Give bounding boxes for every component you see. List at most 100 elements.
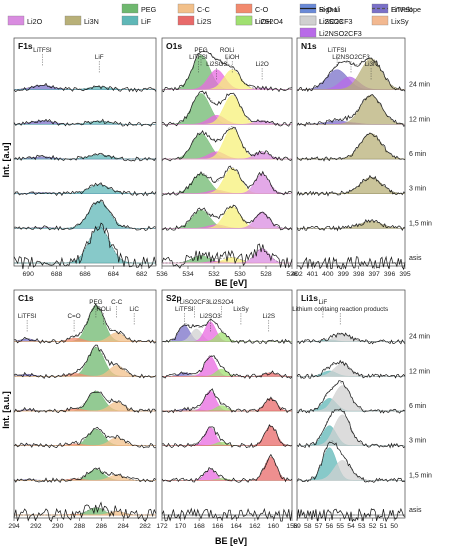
spectrum-12-min [161, 354, 293, 380]
spectrum-6-min [296, 132, 406, 162]
spectrum-asis [13, 222, 157, 270]
x-tick-label: 282 [139, 523, 151, 530]
time-label: asis [409, 255, 422, 262]
spectrum-6-min [296, 380, 406, 414]
peak-annotation: ROLi [96, 306, 110, 313]
component-peak [296, 363, 406, 377]
legend-label: Li2S [197, 17, 212, 26]
panel-title: O1s [166, 41, 182, 51]
envelope-line [297, 440, 405, 481]
signal-line [13, 467, 157, 483]
legend-label: C-O [255, 5, 269, 14]
peak-annotation: Li2NSO2CF3 [332, 54, 370, 61]
x-tick-label: 166 [212, 523, 224, 530]
panel-f1s: F1s 690 688 686 684 682 LiTFSI LiF [13, 37, 157, 278]
spectrum-1-5-min [161, 453, 293, 483]
x-tick-label: 286 [96, 523, 108, 530]
panel-frame [13, 289, 157, 519]
spectrum-12-min [161, 90, 293, 127]
spectrum-6-min [161, 388, 293, 414]
legend-swatch [121, 3, 139, 14]
x-tick-label: 172 [156, 523, 168, 530]
legend-label: LiTFSI [391, 5, 412, 14]
x-tick-label: 534 [182, 271, 194, 278]
legend-item: LixSy [371, 15, 409, 26]
spectrum-1-5-min [13, 199, 157, 231]
envelope-line [297, 382, 405, 412]
peak-annotation: LiOH [225, 54, 240, 61]
x-tick-label: 162 [249, 523, 261, 530]
panel-title: N1s [301, 41, 317, 51]
panel-title: Li1s [301, 293, 318, 303]
envelope-line [13, 304, 156, 342]
signal-line [161, 453, 293, 483]
spectrum-24-min [296, 57, 406, 93]
x-tick-label: 397 [368, 271, 380, 278]
spectrum-3-min [13, 182, 157, 197]
panel-title: S2p [166, 293, 182, 303]
peak-annotation: LiTFSI [328, 47, 347, 54]
legend: Li2O Li3N PEG LiF C-C Li2S C-O LiOH R-O-Li Li2SO3… [7, 3, 421, 38]
time-label: 12 min [409, 116, 430, 123]
peak-annotation: Li2S [262, 313, 275, 320]
panel-frame [13, 37, 157, 267]
time-label: 24 min [409, 82, 430, 89]
time-label: 1,5 min [409, 220, 432, 227]
envelope-line [13, 346, 156, 377]
x-tick-label: 532 [208, 271, 220, 278]
time-label: 6 min [409, 403, 426, 410]
peak-annotation: PEG [89, 299, 102, 306]
x-tick-label: 290 [52, 523, 64, 530]
envelope-line [162, 248, 292, 264]
time-label: 12 min [409, 368, 430, 375]
signal-line [296, 380, 406, 414]
x-tick-label: 284 [118, 523, 130, 530]
spectrum-6-min [13, 390, 157, 414]
signal-line [161, 204, 293, 231]
component-peak [13, 469, 157, 481]
component-peak [297, 133, 406, 160]
envelope-line [297, 362, 405, 377]
peak-annotation: LiTFSI [189, 54, 208, 61]
x-tick-label: 682 [136, 271, 148, 278]
spectrum-3-min [161, 165, 293, 196]
spectrum-3-min [161, 424, 293, 449]
legend-label: Li2O [27, 17, 43, 26]
spectrum-asis [296, 507, 406, 523]
component-peak [14, 390, 156, 412]
x-tick-label: 396 [384, 271, 396, 278]
time-label: asis [409, 507, 422, 514]
envelope-line [162, 456, 293, 481]
envelope-line [14, 154, 156, 160]
figure-labels: Int. [a.u] Int. [a.u.] BE [eV] BE [eV] [1, 143, 247, 547]
legend-label: LiOH [255, 17, 271, 26]
legend-swatch [299, 27, 317, 38]
y-axis-label-bottom: Int. [a.u.] [1, 391, 11, 429]
spectrum-12-min [13, 118, 157, 127]
peak-annotation: Lithium containg reaction products [292, 306, 388, 313]
component-peak [14, 507, 156, 516]
spectrum-12-min [296, 359, 406, 379]
spectrum-6-min [161, 126, 293, 162]
envelope-line [14, 507, 156, 516]
peak-annotation: ROLi [220, 47, 234, 54]
legend-label: Li2NSO2CF3 [319, 29, 362, 38]
spectrum-asis [161, 243, 293, 269]
envelope-line [297, 94, 406, 125]
signal-line [296, 255, 406, 271]
x-tick-label: 170 [175, 523, 187, 530]
signal-line [296, 332, 406, 345]
x-tick-label: 53 [358, 523, 366, 530]
envelope-line [14, 120, 156, 125]
legend-item: Li3N [64, 15, 99, 26]
x-tick-label: 292 [30, 523, 42, 530]
x-tick-label: 684 [108, 271, 120, 278]
component-peak [161, 456, 293, 481]
signal-line [296, 408, 406, 449]
peak-annotation: Li3N [365, 61, 378, 68]
legend-item: Li2NSO2CF3 [299, 27, 362, 38]
envelope-line [14, 200, 156, 229]
component-peak [161, 173, 293, 194]
x-tick-label: 528 [260, 271, 272, 278]
envelope-line [162, 354, 292, 377]
